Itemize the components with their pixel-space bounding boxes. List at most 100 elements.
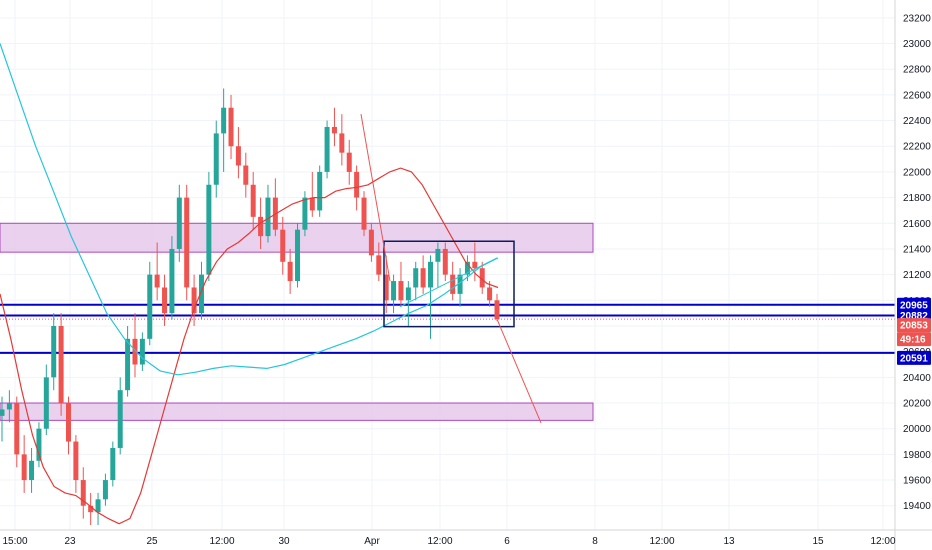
candle-body [73,441,79,481]
candle-body [176,197,182,249]
candle-body [14,403,20,455]
price-tick-label: 23200 [903,13,931,24]
candle-body [479,268,485,288]
time-tick-label: 12:00 [427,536,452,547]
candle-body [36,428,42,461]
candle-body [169,248,175,314]
moving-averages [0,43,499,525]
candle-body [295,229,301,282]
candle-body [21,454,27,481]
candle-body [110,447,116,481]
price-tick-label: 21600 [903,219,931,230]
candle-body [132,338,138,365]
price-badge [897,332,931,347]
candle-body [184,197,190,288]
time-tick-label: 8 [592,536,598,547]
projection-line [496,318,542,424]
candle-body [139,338,145,365]
time-tick-label: 15:00 [2,536,27,547]
time-tick-label: 23 [64,536,76,547]
candle-body [354,171,360,198]
supply-demand-zone [0,402,594,421]
price-tick-label: 22800 [903,65,931,76]
candle-body [198,274,204,314]
candle-body [58,325,64,404]
candle-body [450,274,456,294]
time-tick-label: 25 [146,536,158,547]
candle-body [29,460,35,481]
candle-body [287,261,293,282]
price-tick-label: 19400 [903,501,931,512]
price-badge [897,297,931,312]
candle-body [51,325,57,378]
range-box [383,240,515,328]
candle-body [361,197,367,230]
candle-body [258,216,264,237]
candle-body [243,165,249,185]
candle-body [383,274,389,301]
time-axis[interactable]: 15:00 23 25 12:00 30 Apr 12:00 6 8 12:00 13 15 12:00 [2,536,895,547]
candle-body [65,403,71,442]
price-tick-label: 20200 [903,399,931,410]
candle-body [250,184,256,217]
price-badge-label: 20882 [900,311,928,322]
price-tick-label: 22400 [903,116,931,127]
candle-body [228,107,234,147]
candle-body [265,197,271,237]
candle-body [147,274,153,339]
candle-body [0,409,5,416]
candle-body [317,171,323,211]
time-tick-label: 30 [278,536,290,547]
candle-body [280,229,286,262]
candle-body [376,255,382,275]
candle-body [43,377,49,429]
candle-body [331,126,337,134]
candle-body [420,268,426,288]
candle-body [346,152,352,172]
time-tick-label: 12:00 [649,536,674,547]
candle-body [457,274,463,294]
time-tick-label: Apr [364,536,380,547]
price-tick-label: 20000 [903,424,931,435]
candle-body [442,248,448,275]
candle-body [302,197,308,230]
candle-body [6,403,12,410]
price-badge-label: 20965 [900,300,928,311]
price-tick-label: 22000 [903,167,931,178]
time-tick-label: 12:00 [209,536,234,547]
price-tick-label: 21400 [903,244,931,255]
price-tick-label: 20400 [903,373,931,384]
price-badge [897,350,931,365]
time-tick-label: 12:00 [870,536,895,547]
price-tick-label: 23000 [903,39,931,50]
price-badge-label: 20591 [900,353,928,364]
candle-body [206,184,212,275]
candle-body [339,133,345,153]
moving-average-red [0,167,499,525]
time-tick-label: 13 [723,536,735,547]
candle-body [125,338,131,391]
price-badge [897,318,931,333]
candle-body [472,261,478,269]
candle-body [487,287,493,301]
price-axis[interactable]: 1940019600198002000020200204002060020800… [903,13,931,512]
candle-body [117,390,123,448]
price-tick-label: 21200 [903,270,931,281]
candle-body [80,480,86,506]
candle-body [88,505,94,513]
price-badge-label: 49:16 [900,335,926,346]
candle-body [235,146,241,166]
candle-body [428,261,434,288]
price-tick-label: 19600 [903,476,931,487]
price-tick-label: 22200 [903,142,931,153]
trend-line [360,114,391,282]
candles [0,88,500,525]
candle-body [391,281,397,301]
candle-body [494,300,500,320]
price-tick-label: 22600 [903,90,931,101]
candle-body [413,268,419,288]
price-tick-label: 19800 [903,450,931,461]
candle-body [464,261,470,275]
